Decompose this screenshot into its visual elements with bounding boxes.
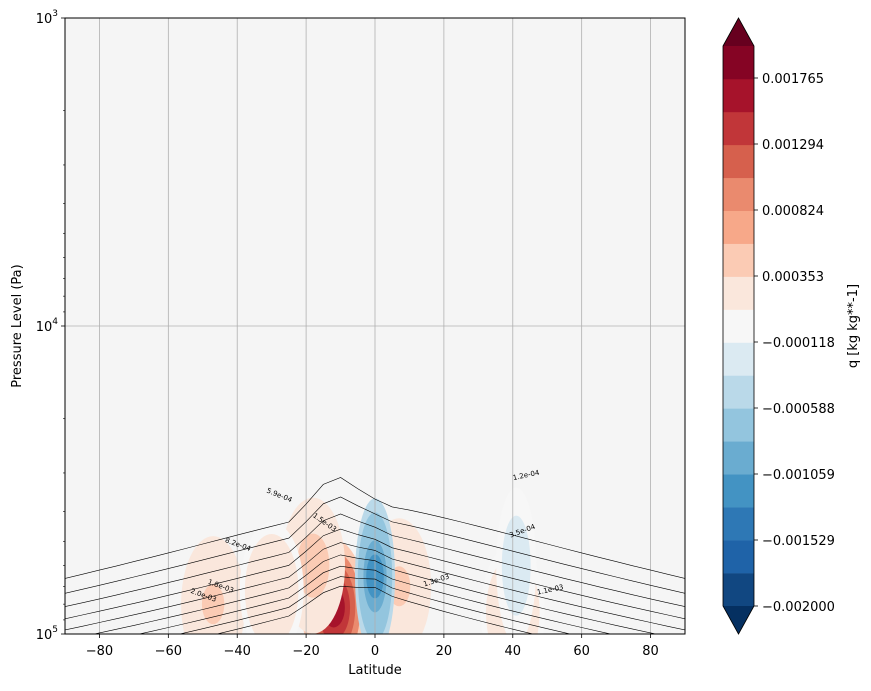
x-tick-label: −80	[86, 644, 113, 659]
contour-line	[65, 542, 685, 631]
x-tick-label: 80	[642, 644, 659, 659]
colorbar-tick-label: 0.001765	[762, 72, 824, 87]
contour-line	[178, 576, 572, 634]
colorbar-segment	[723, 408, 754, 442]
colorbar-tick-label: 0.000824	[762, 204, 824, 219]
colorbar-label: q [kg kg**-1]	[846, 284, 861, 368]
field-region	[301, 545, 325, 586]
colorbar-segment	[723, 474, 754, 508]
colorbar-segment	[723, 276, 754, 310]
colorbar-segment	[723, 507, 754, 541]
x-tick-label: 60	[573, 644, 590, 659]
x-tick-label: 20	[436, 644, 453, 659]
colorbar-segment	[723, 573, 754, 607]
contour-line	[65, 513, 685, 607]
x-tick-label: −40	[224, 644, 251, 659]
colorbar-tick-label: −0.000588	[762, 402, 835, 417]
colorbar-segment	[723, 144, 754, 179]
colorbar-segment	[723, 46, 754, 80]
x-tick-label: −20	[292, 644, 319, 659]
contour-line	[137, 565, 613, 634]
colorbar-segment	[723, 210, 754, 244]
colorbar: 0.001765 0.001294 0.000824 0.000353 −0.00011…	[722, 17, 835, 635]
x-tick-label: 40	[505, 644, 522, 659]
y-tick-label: 105	[36, 625, 58, 643]
x-axis: −80 −60 −40 −20 0 20 40 60 80	[86, 634, 659, 659]
colorbar-tick-label: −0.000118	[762, 336, 835, 351]
y-tick-label: 103	[36, 9, 58, 27]
y-axis-label: Pressure Level (Pa)	[10, 264, 25, 387]
colorbar-segment	[723, 111, 754, 146]
contour-line	[215, 585, 535, 634]
colorbar-tick-label: 0.000353	[762, 270, 824, 285]
x-tick-label: 0	[371, 644, 379, 659]
colorbar-tick-label: −0.001059	[762, 468, 835, 483]
colorbar-segment	[723, 309, 754, 343]
colorbar-segment	[723, 375, 754, 409]
colorbar-tick-label: 0.001294	[762, 138, 824, 153]
contour-line	[65, 528, 685, 620]
colorbar-segment	[723, 342, 754, 376]
colorbar-extend-max	[723, 18, 754, 46]
field-region	[507, 543, 526, 588]
colorbar-segment	[723, 78, 754, 113]
colorbar-segment	[723, 540, 754, 574]
colorbar-segment	[723, 243, 754, 277]
contour-line	[65, 477, 685, 579]
colorbar-tick-label: −0.002000	[762, 600, 835, 615]
contour-line	[92, 554, 658, 634]
y-tick-label: 104	[36, 317, 59, 335]
y-axis: 103 104 105	[36, 9, 65, 643]
colorbar-segment	[723, 177, 754, 212]
colorbar-extend-min	[723, 606, 754, 634]
colorbar-segment	[723, 441, 754, 475]
contour-line	[65, 496, 685, 594]
x-tick-label: −60	[155, 644, 182, 659]
x-axis-label: Latitude	[348, 663, 402, 678]
field-region	[201, 584, 225, 625]
colorbar-tick-label: −0.001529	[762, 534, 835, 549]
contour-line-layer	[65, 477, 685, 634]
